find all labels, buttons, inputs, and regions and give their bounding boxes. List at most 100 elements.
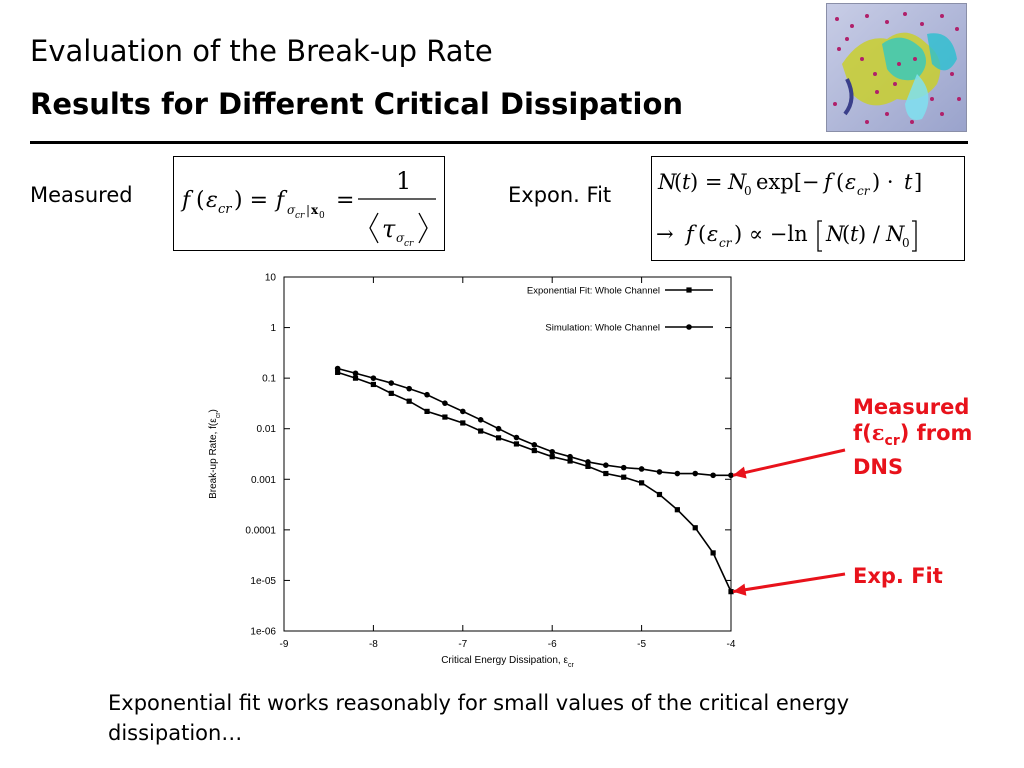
- series-2-point: [513, 434, 520, 441]
- svg-text:N: N: [885, 222, 905, 246]
- svg-text:t: t: [904, 170, 913, 194]
- svg-text:N: N: [825, 222, 845, 246]
- measured-annotation-line1: Measured: [853, 395, 970, 419]
- svg-text:(: (: [196, 188, 205, 213]
- series-1-point: [370, 381, 376, 388]
- svg-text:t: t: [682, 170, 691, 194]
- measured-annotation-line3: DNS: [853, 455, 904, 480]
- legend-label-1: Exponential Fit: Whole Channel: [527, 286, 660, 297]
- expon-fit-label: Expon. Fit: [508, 183, 612, 207]
- svg-text:) =: ) =: [234, 188, 268, 213]
- svg-text:ε: ε: [845, 170, 856, 194]
- series-2-point: [728, 472, 734, 479]
- svg-text:exp[−: exp[−: [756, 170, 820, 194]
- series-2-point: [656, 469, 663, 475]
- series-1-point: [656, 491, 663, 498]
- measured-annotation-from: ) from: [899, 421, 973, 445]
- series-1-point: [424, 408, 430, 414]
- series-1-point: [352, 375, 359, 381]
- series-line-2: [337, 367, 731, 477]
- series-1-point: [406, 398, 412, 404]
- svg-text:τ: τ: [382, 215, 396, 243]
- y-tick-label: 1e-05: [250, 576, 276, 587]
- measured-label: Measured: [30, 183, 133, 207]
- svg-text:(: (: [842, 222, 850, 246]
- series-2-point: [352, 370, 359, 377]
- series-1-point: [639, 480, 645, 486]
- measured-annotation-f: f(: [853, 421, 872, 445]
- series-1-point: [710, 550, 716, 556]
- measured-formula: f ( ε cr ) = f σ cr | x 0 = 1 τ σ cr: [180, 167, 436, 249]
- svg-text:f: f: [822, 170, 835, 194]
- series-2-point: [477, 417, 484, 423]
- legend-marker-2: [686, 324, 692, 330]
- measured-annotation-eps: ε: [871, 420, 885, 445]
- svg-text:) ·: ) ·: [872, 170, 894, 194]
- y-axis-label-end: ): [208, 409, 219, 412]
- x-axis-label-sub: cr: [568, 662, 575, 669]
- breakup-rate-chart: -9 -8 -7 -6 -5 -4 10 1 0.1 0.01 0.001 0.0001 1e-05 1e…: [208, 273, 736, 669]
- svg-text:1: 1: [396, 167, 411, 195]
- series-1-point: [728, 589, 734, 595]
- slide-title: Evaluation of the Break-up Rate: [30, 34, 493, 68]
- slide-subtitle: Results for Different Critical Dissipati…: [30, 87, 684, 121]
- y-tick-label: 0.1: [262, 374, 276, 385]
- series-2-point: [638, 466, 645, 472]
- svg-text:cr: cr: [295, 211, 305, 221]
- svg-text:0: 0: [319, 211, 325, 221]
- legend-marker-1: [686, 287, 692, 293]
- y-axis-label-sub: cr: [215, 412, 222, 419]
- svg-text:→: →: [656, 222, 674, 246]
- slide-caption: Exponential fit works reasonably for sma…: [108, 691, 849, 745]
- series-1-point: [513, 441, 520, 447]
- svg-text:]: ]: [914, 170, 922, 194]
- y-tick-label: 0.001: [251, 475, 276, 486]
- svg-text:x: x: [311, 203, 319, 217]
- series-2-point: [603, 462, 609, 468]
- svg-text:ε: ε: [206, 188, 218, 213]
- series-line-1: [337, 371, 732, 592]
- x-tick-label: -6: [548, 639, 557, 650]
- y-tick-label: 0.0001: [245, 525, 276, 536]
- svg-text:f: f: [274, 188, 288, 213]
- series-1-point: [531, 447, 537, 454]
- y-tick-label: 0.01: [257, 424, 277, 435]
- series-1-point: [674, 507, 680, 513]
- svg-text:cr: cr: [719, 236, 733, 250]
- series-1-point: [495, 435, 502, 441]
- series-1-point: [549, 454, 555, 460]
- series-2-point: [424, 391, 430, 398]
- measured-annotation-sub: cr: [884, 433, 900, 450]
- svg-text:0: 0: [744, 184, 752, 198]
- svg-text:(: (: [836, 170, 844, 194]
- series-1-point: [585, 463, 591, 469]
- legend-label-2: Simulation: Whole Channel: [545, 323, 660, 334]
- series-2-point: [495, 425, 502, 432]
- measured-annotation: Measured f(εcr) from DNS: [853, 394, 1018, 480]
- svg-text:(: (: [674, 170, 682, 194]
- x-tick-label: -4: [727, 639, 736, 650]
- x-axis-label: Critical Energy Dissipation, εcr: [441, 655, 574, 669]
- series-2-point: [370, 375, 377, 381]
- series-1-point: [388, 390, 394, 396]
- svg-text:cr: cr: [218, 202, 232, 217]
- svg-text:cr: cr: [404, 239, 414, 249]
- x-tick-label: -7: [458, 639, 467, 650]
- series-1-point: [692, 525, 698, 531]
- x-tick-label: -5: [637, 639, 646, 650]
- svg-text:t: t: [850, 222, 859, 246]
- expon-fit-formula: N ( t ) = N 0 exp[− f ( ε cr ) · t ] → f…: [656, 170, 922, 252]
- series-1-point: [603, 470, 609, 477]
- series-1-point: [621, 474, 627, 480]
- measured-annotation-line2: f(εcr) from: [853, 420, 1018, 454]
- svg-text:σ: σ: [287, 203, 296, 217]
- svg-text:f: f: [684, 222, 697, 246]
- fit-annotation: Exp. Fit: [853, 564, 943, 588]
- series-2-point: [442, 400, 448, 406]
- series-2-point: [334, 365, 341, 372]
- svg-text:N: N: [727, 170, 747, 194]
- series-1-point: [478, 428, 484, 434]
- series-1-point: [335, 369, 341, 375]
- series-2-point: [388, 380, 395, 386]
- series-1-point: [567, 458, 573, 464]
